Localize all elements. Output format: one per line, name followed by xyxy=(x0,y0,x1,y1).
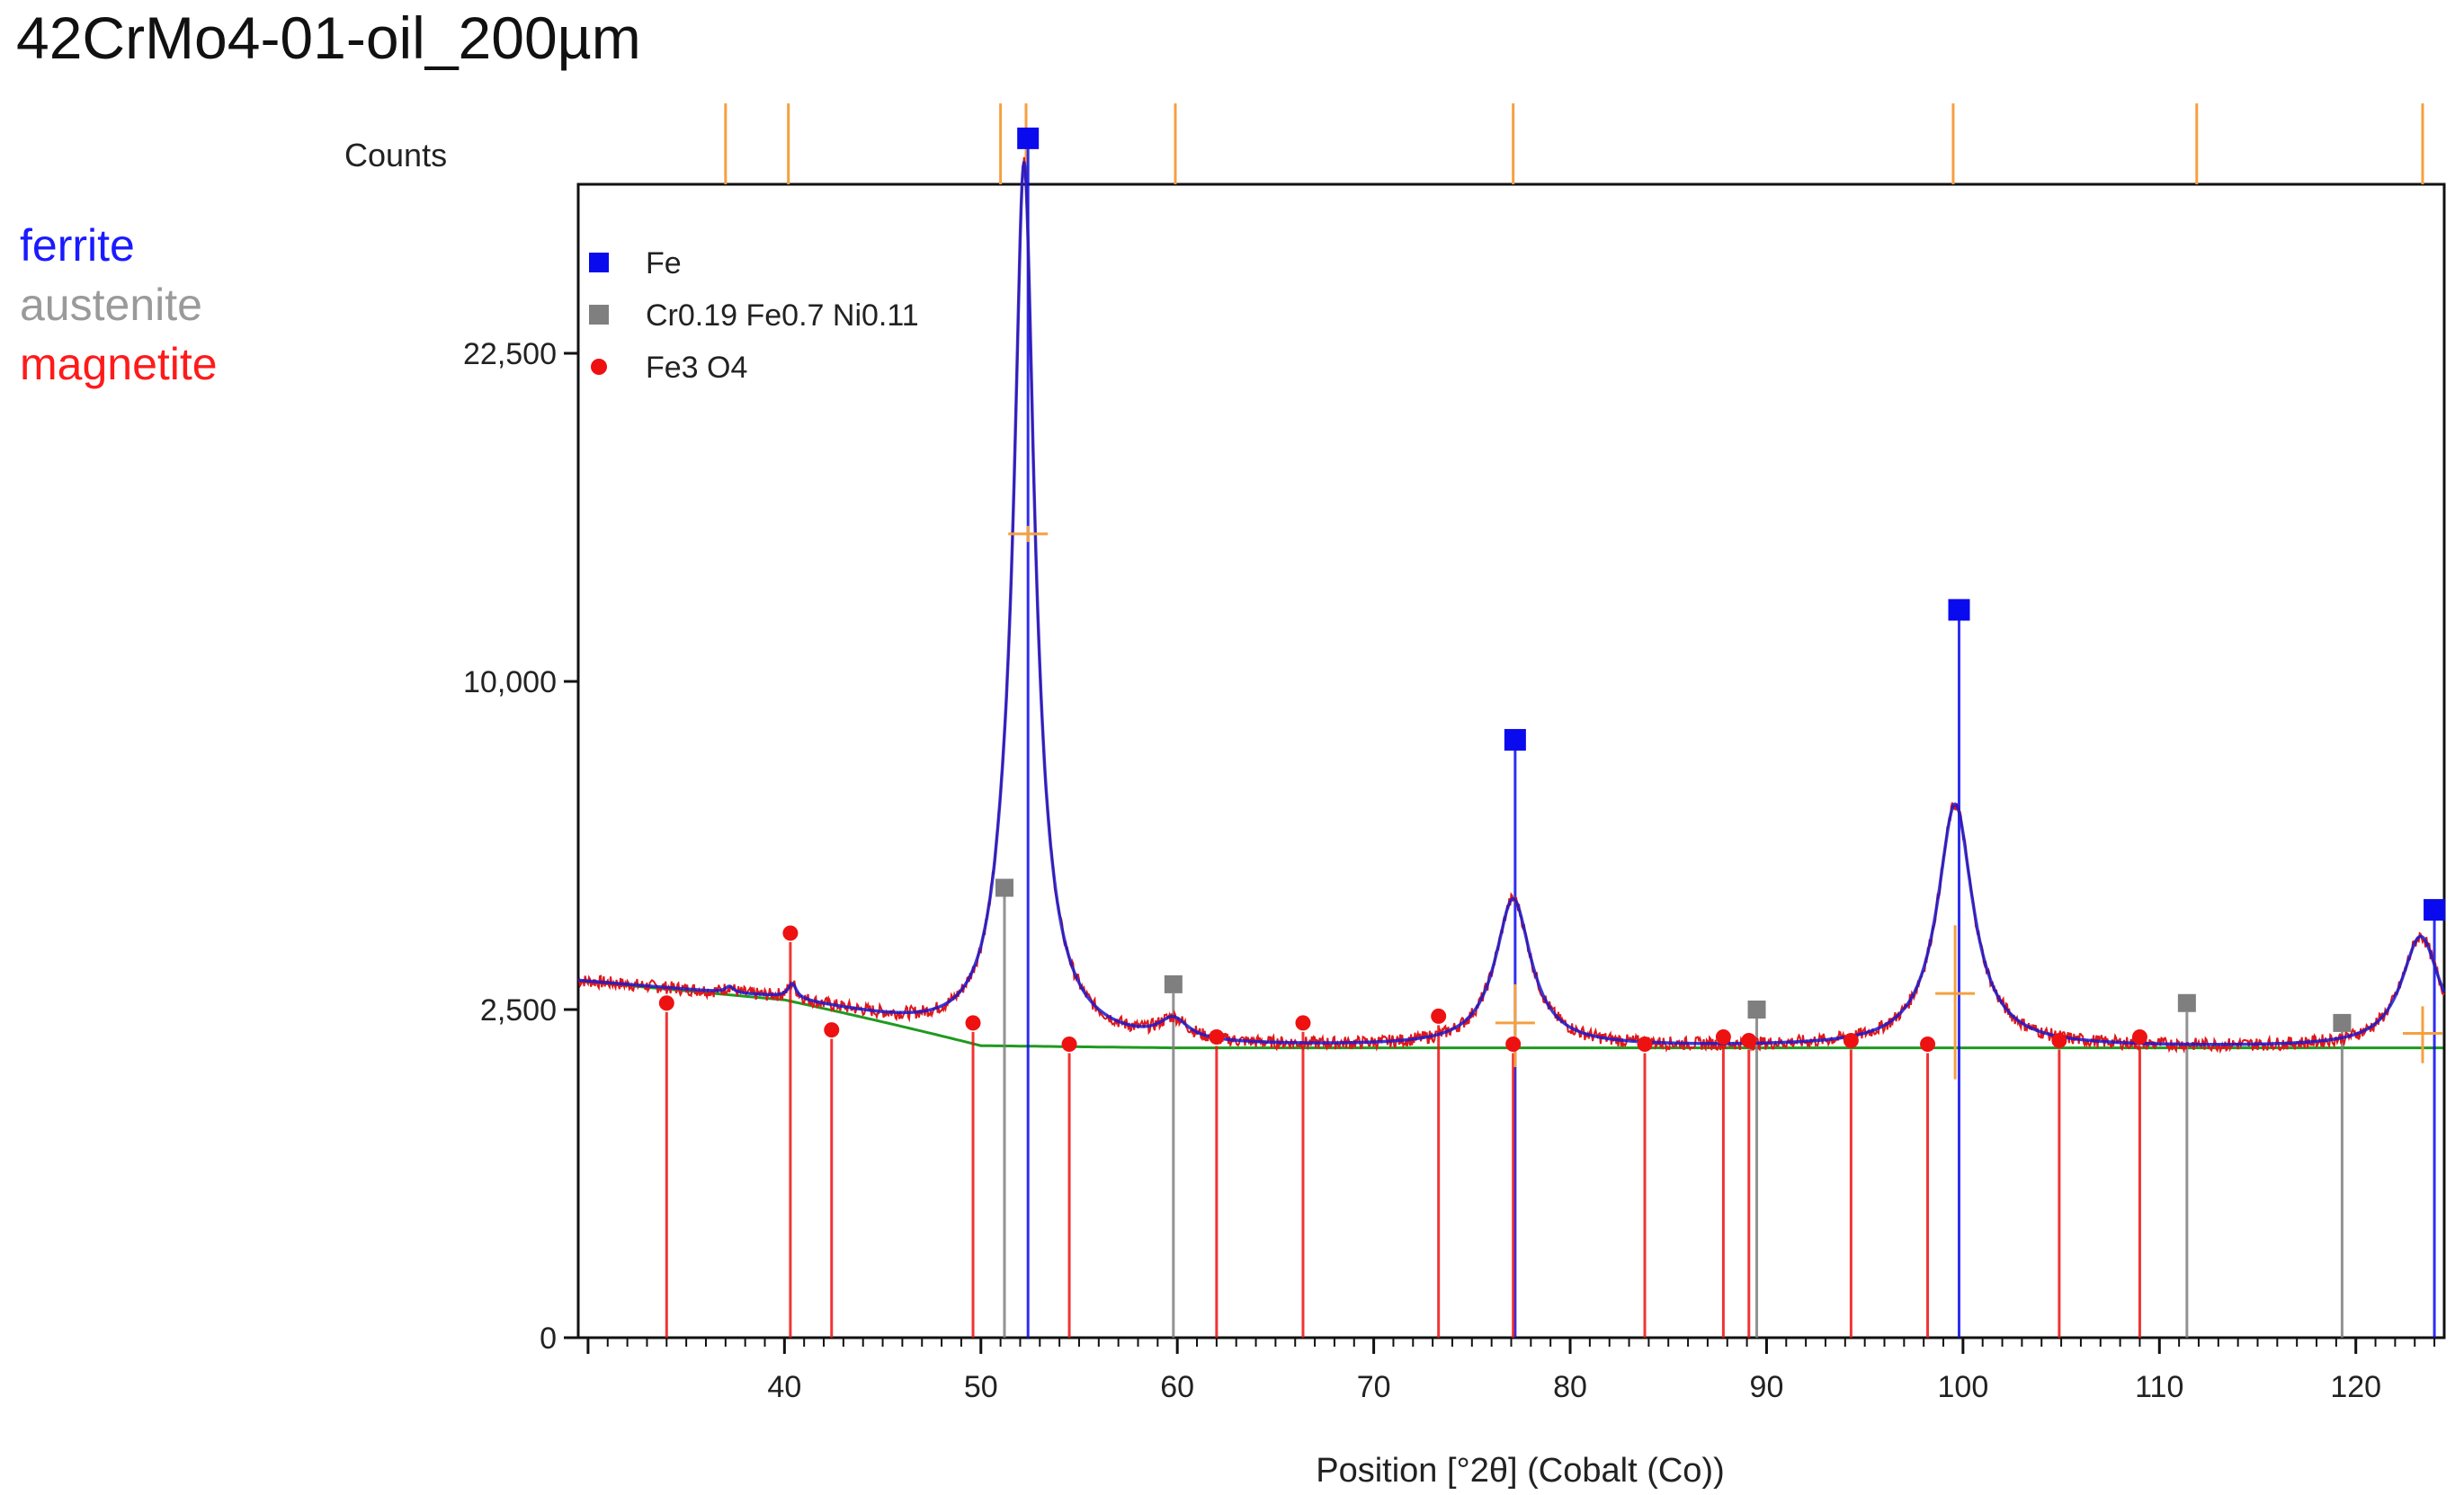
phase-label-ferrite: ferrite xyxy=(20,220,135,271)
reference-marker-fe3-o4 xyxy=(1637,1037,1653,1053)
x-tick-label: 110 xyxy=(2135,1370,2183,1404)
reference-marker-fe3-o4 xyxy=(1843,1032,1859,1048)
x-tick-label: 70 xyxy=(1357,1370,1391,1404)
chart-title: 42CrMo4-01-oil_200µm xyxy=(16,4,641,71)
reference-marker-cr0.19-fe0.7-ni0.11 xyxy=(1747,1001,1766,1019)
x-tick-label: 60 xyxy=(1160,1370,1194,1404)
reference-marker-cr0.19-fe0.7-ni0.11 xyxy=(995,878,1013,897)
phase-label-austenite: austenite xyxy=(20,280,202,330)
reference-sticks-layer xyxy=(665,147,2436,1338)
y-tick-label: 0 xyxy=(540,1321,557,1356)
reference-marker-cr0.19-fe0.7-ni0.11 xyxy=(1164,974,1183,993)
reference-marker-fe3-o4 xyxy=(1715,1028,1731,1045)
x-tick-label: 80 xyxy=(1553,1370,1587,1404)
x-tick-label: 100 xyxy=(1938,1370,1989,1404)
reference-marker-fe3-o4 xyxy=(1209,1028,1225,1045)
reference-marker-fe3-o4 xyxy=(1741,1032,1757,1048)
measured-profile xyxy=(577,156,2445,1055)
legend-marker xyxy=(589,253,609,272)
reference-marker-fe xyxy=(1504,728,1526,751)
x-axis-label: Position [°2θ] (Cobalt (Co)) xyxy=(1316,1452,1724,1490)
axis-labels-layer: 40 50 60 70 80 90 100 110 120 0 2,500 10,000 22,500 P… xyxy=(344,137,2381,1490)
x-tick-label: 120 xyxy=(2330,1370,2381,1404)
reference-marker-fe3-o4 xyxy=(1920,1037,1936,1053)
legend-label: Fe xyxy=(646,246,682,280)
x-tick-label: 40 xyxy=(767,1370,801,1404)
reference-marker-fe3-o4 xyxy=(2131,1028,2147,1045)
x-tick-label: 90 xyxy=(1750,1370,1784,1404)
phase-label-magnetite: magnetite xyxy=(20,339,218,389)
axes-layer xyxy=(564,103,2446,1354)
profile-layer xyxy=(577,156,2446,1080)
reference-marker-fe3-o4 xyxy=(965,1015,981,1031)
y-tick-label: 22,500 xyxy=(463,337,557,371)
legend-marker xyxy=(591,359,607,375)
legend-marker xyxy=(589,305,609,325)
calculated-profile xyxy=(577,161,2446,1046)
y-tick-label: 10,000 xyxy=(463,665,557,699)
reference-marker-fe3-o4 xyxy=(2051,1032,2067,1048)
reference-marker-fe3-o4 xyxy=(1061,1037,1077,1053)
plot-frame xyxy=(576,182,2446,1339)
phase-legend: ferrite austenite magnetite xyxy=(20,216,218,394)
reference-marker-fe xyxy=(1017,127,1040,149)
reference-marker-cr0.19-fe0.7-ni0.11 xyxy=(2333,1013,2352,1032)
y-tick-label: 2,500 xyxy=(480,993,557,1028)
y-axis-label: Counts xyxy=(344,137,447,174)
reference-marker-cr0.19-fe0.7-ni0.11 xyxy=(2177,993,2196,1012)
reference-marker-fe3-o4 xyxy=(1295,1015,1311,1031)
reference-markers-layer xyxy=(658,127,2446,1053)
legend-label: Fe3 O4 xyxy=(646,351,747,385)
reference-marker-fe3-o4 xyxy=(824,1022,840,1038)
x-tick-label: 50 xyxy=(964,1370,998,1404)
reference-marker-fe xyxy=(2424,899,2446,921)
reference-marker-fe3-o4 xyxy=(782,925,799,941)
chart-legend: Fe Cr0.19 Fe0.7 Ni0.11 Fe3 O4 xyxy=(589,246,919,385)
reference-marker-fe3-o4 xyxy=(658,995,674,1011)
legend-label: Cr0.19 Fe0.7 Ni0.11 xyxy=(646,298,919,333)
reference-marker-fe3-o4 xyxy=(1431,1008,1447,1024)
reference-marker-fe xyxy=(1948,599,1970,621)
reference-marker-fe3-o4 xyxy=(1505,1037,1522,1053)
